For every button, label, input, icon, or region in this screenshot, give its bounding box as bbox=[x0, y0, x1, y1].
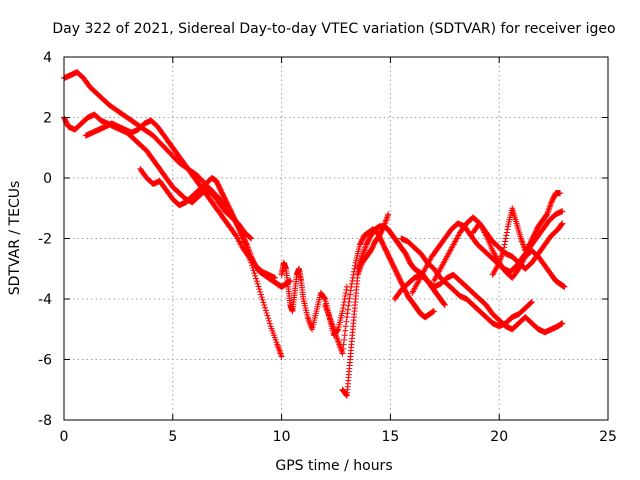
data-point bbox=[340, 341, 347, 348]
data-point bbox=[348, 283, 355, 290]
y-tick-label: -8 bbox=[38, 413, 52, 429]
data-point bbox=[502, 238, 509, 245]
y-tick-label: -4 bbox=[38, 292, 52, 308]
data-point bbox=[346, 299, 353, 306]
series-6 bbox=[322, 226, 437, 357]
series-14 bbox=[489, 190, 564, 278]
data-point bbox=[341, 296, 348, 302]
data-point bbox=[257, 291, 264, 298]
y-tick-label: 4 bbox=[43, 50, 52, 66]
data-point bbox=[340, 302, 347, 309]
data-point bbox=[250, 267, 257, 274]
data-point bbox=[346, 295, 353, 302]
x-tick-label: 15 bbox=[381, 429, 399, 445]
data-point bbox=[504, 226, 511, 233]
grid-lines bbox=[64, 57, 608, 420]
data-point bbox=[259, 296, 266, 303]
data-point bbox=[266, 317, 273, 324]
axis-ticks: 0 5 10 15 20 25 -8 -6 -4 -2 0 2 4 bbox=[38, 50, 617, 445]
data-point bbox=[559, 320, 566, 327]
data-point bbox=[342, 292, 349, 299]
x-tick-label: 0 bbox=[60, 429, 69, 445]
series-12 bbox=[430, 214, 566, 284]
data-point bbox=[557, 190, 564, 197]
y-tick-label: 2 bbox=[43, 111, 52, 127]
data-point bbox=[258, 294, 265, 301]
data-point bbox=[265, 315, 272, 322]
data-point bbox=[347, 291, 354, 298]
series-5 bbox=[278, 259, 350, 339]
data-point bbox=[558, 221, 565, 228]
data-point bbox=[500, 247, 507, 254]
data-point bbox=[342, 327, 349, 334]
data-point bbox=[243, 240, 250, 247]
y-tick-label: -6 bbox=[38, 353, 52, 369]
data-point bbox=[260, 299, 267, 306]
data-point bbox=[342, 323, 349, 330]
data-point bbox=[256, 286, 263, 293]
data-point bbox=[257, 288, 264, 295]
y-tick-label: 0 bbox=[43, 171, 52, 187]
data-point bbox=[503, 229, 510, 236]
y-axis-label: SDTVAR / TECUs bbox=[7, 181, 23, 296]
data-point bbox=[385, 211, 392, 218]
x-tick-label: 20 bbox=[490, 429, 508, 445]
data-point bbox=[343, 318, 350, 325]
data-point bbox=[345, 302, 352, 309]
data-point bbox=[503, 232, 510, 239]
data-point bbox=[343, 314, 350, 321]
x-tick-label: 5 bbox=[168, 429, 177, 445]
data-point bbox=[528, 299, 535, 306]
x-tick-label: 25 bbox=[599, 429, 617, 445]
data-point bbox=[247, 234, 254, 241]
data-point bbox=[263, 309, 270, 316]
data-point bbox=[348, 280, 355, 287]
series-9 bbox=[391, 271, 566, 336]
data-point bbox=[501, 241, 508, 248]
series-4 bbox=[137, 165, 294, 290]
data-points bbox=[61, 69, 568, 399]
data-point bbox=[253, 275, 260, 282]
data-point bbox=[254, 280, 261, 287]
data-point bbox=[501, 244, 508, 251]
data-point bbox=[559, 208, 566, 215]
data-point bbox=[344, 306, 351, 313]
data-point bbox=[262, 304, 269, 311]
data-point bbox=[262, 307, 269, 314]
data-point bbox=[321, 295, 328, 302]
data-point bbox=[441, 301, 448, 308]
chart-title: Day 322 of 2021, Sidereal Day-to-day VTE… bbox=[52, 21, 615, 37]
data-point bbox=[278, 353, 285, 360]
data-point bbox=[339, 308, 346, 315]
data-point bbox=[261, 302, 268, 309]
data-point bbox=[342, 289, 349, 296]
data-point bbox=[430, 308, 437, 315]
data-point bbox=[255, 283, 262, 290]
data-point bbox=[344, 310, 351, 317]
data-point bbox=[347, 287, 354, 294]
data-point bbox=[561, 283, 568, 290]
x-tick-label: 10 bbox=[273, 429, 291, 445]
data-point bbox=[341, 336, 348, 343]
data-point bbox=[248, 235, 255, 242]
data-point bbox=[251, 270, 258, 277]
data-point bbox=[340, 345, 347, 352]
x-axis-label: GPS time / hours bbox=[275, 458, 392, 474]
data-point bbox=[343, 286, 350, 293]
data-point bbox=[341, 332, 348, 339]
data-point bbox=[559, 220, 566, 227]
data-point bbox=[264, 312, 271, 319]
data-point bbox=[339, 350, 346, 357]
data-point bbox=[252, 272, 259, 279]
y-tick-label: -2 bbox=[38, 232, 52, 248]
data-point bbox=[253, 278, 260, 285]
data-point bbox=[441, 302, 448, 309]
data-point bbox=[528, 299, 535, 306]
data-point bbox=[502, 235, 509, 242]
series-2 bbox=[61, 111, 255, 242]
data-point bbox=[266, 320, 273, 327]
data-point bbox=[340, 305, 347, 312]
